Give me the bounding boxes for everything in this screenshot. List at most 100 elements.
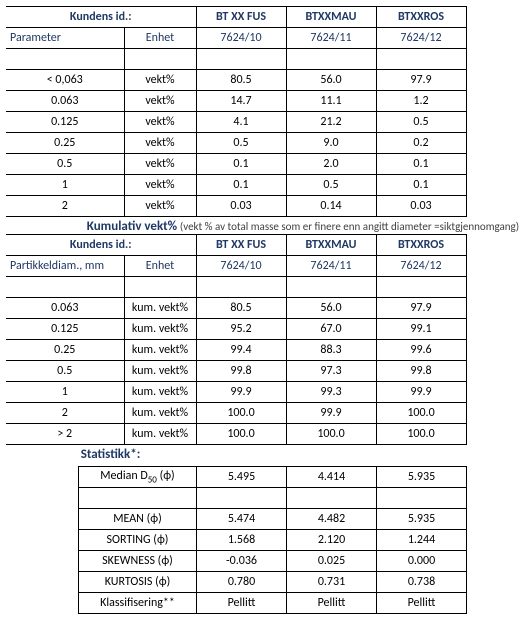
row-label: < 0,063 — [6, 70, 124, 91]
sample2-3: 7624/12 — [376, 256, 466, 277]
row-unit: kum. vekt% — [124, 319, 196, 340]
table-row: Median D50 (ϕ)5.4954.4145.935 — [79, 467, 467, 488]
row-unit: kum. vekt% — [124, 361, 196, 382]
row-label: 0.063 — [6, 91, 124, 112]
row-unit: vekt% — [124, 91, 196, 112]
row-val: 100.0 — [376, 424, 466, 445]
stat-val: 0.780 — [197, 572, 287, 593]
row-val: 1.2 — [376, 91, 466, 112]
enhet-label: Enhet — [124, 28, 196, 49]
row-val: 11.1 — [286, 91, 376, 112]
row-val: 99.3 — [286, 382, 376, 403]
table-row: 1vekt%0.10.50.1 — [6, 175, 466, 196]
table-3: Median D50 (ϕ)5.4954.4145.935 MEAN (ϕ)5.4… — [78, 466, 467, 614]
row-label: 0.125 — [6, 112, 124, 133]
stat-label: SKEWNESS (ϕ) — [79, 551, 197, 572]
col-btxxmau: BTXXMAU — [286, 7, 376, 28]
table-row: SORTING (ϕ)1.5682.1201.244 — [79, 530, 467, 551]
sample2-1: 7624/10 — [196, 256, 286, 277]
table-row: < 0,063vekt%80.556.097.9 — [6, 70, 466, 91]
row-unit: vekt% — [124, 175, 196, 196]
row-label: 0.125 — [6, 319, 124, 340]
row-val: 2.0 — [286, 154, 376, 175]
row-val: 88.3 — [286, 340, 376, 361]
stat-val: -0.036 — [197, 551, 287, 572]
table-row: 1kum. vekt%99.999.399.9 — [6, 382, 466, 403]
stat-label: MEAN (ϕ) — [79, 509, 197, 530]
row-val: 0.5 — [286, 175, 376, 196]
stat-val: 0.025 — [287, 551, 377, 572]
row-val: 97.9 — [376, 298, 466, 319]
table-row: 0.5vekt%0.12.00.1 — [6, 154, 466, 175]
row-val: 9.0 — [286, 133, 376, 154]
col2-btxxros: BTXXROS — [376, 235, 466, 256]
table-row: 0.063kum. vekt%80.556.097.9 — [6, 298, 466, 319]
row-unit: kum. vekt% — [124, 424, 196, 445]
row-unit: vekt% — [124, 112, 196, 133]
row-val: 0.1 — [196, 175, 286, 196]
row-val: 100.0 — [376, 403, 466, 424]
col-btxxfus: BT XX FUS — [196, 7, 286, 28]
row-label: > 2 — [6, 424, 124, 445]
row-val: 0.5 — [196, 133, 286, 154]
table-row: 0.25kum. vekt%99.488.399.6 — [6, 340, 466, 361]
sample-3: 7624/12 — [376, 28, 466, 49]
col-btxxros: BTXXROS — [376, 7, 466, 28]
row-val: 0.03 — [196, 196, 286, 217]
sample-1: 7624/10 — [196, 28, 286, 49]
stat-val: 5.474 — [197, 509, 287, 530]
row-val: 99.9 — [286, 403, 376, 424]
row-val: 100.0 — [286, 424, 376, 445]
spacer-row — [79, 488, 467, 509]
stat-val: 1.244 — [377, 530, 467, 551]
row-val: 97.3 — [286, 361, 376, 382]
row-val: 14.7 — [196, 91, 286, 112]
stat-label: Klassifisering** — [79, 593, 197, 614]
row-label: 2 — [6, 403, 124, 424]
stat-val: 0.000 — [377, 551, 467, 572]
row-val: 56.0 — [286, 70, 376, 91]
kundens-id-label: Kundens id.: — [6, 7, 196, 28]
table-row: SKEWNESS (ϕ)-0.0360.0250.000 — [79, 551, 467, 572]
row-val: 99.9 — [196, 382, 286, 403]
kumulativ-note: (vekt % av total masse som er finere enn… — [180, 220, 519, 233]
enhet-label-2: Enhet — [124, 256, 196, 277]
partikkel-label: Partikkeldiam., mm — [6, 256, 124, 277]
table-row: KURTOSIS (ϕ)0.7800.7310.738 — [79, 572, 467, 593]
row-label: 1 — [6, 382, 124, 403]
row-val: 95.2 — [196, 319, 286, 340]
statistikk-title: Statistikk*: — [81, 447, 141, 462]
row-val: 97.9 — [376, 70, 466, 91]
stat-val: 2.120 — [287, 530, 377, 551]
stat-val: Pellitt — [287, 593, 377, 614]
row-val: 0.5 — [376, 112, 466, 133]
stat-val: 4.482 — [287, 509, 377, 530]
stat-val: 5.935 — [377, 509, 467, 530]
table-row: MEAN (ϕ)5.4744.4825.935 — [79, 509, 467, 530]
col2-btxxmau: BTXXMAU — [286, 235, 376, 256]
row-val: 99.8 — [376, 361, 466, 382]
table-row: 0.125kum. vekt%95.267.099.1 — [6, 319, 466, 340]
row-val: 80.5 — [196, 298, 286, 319]
table-row: Klassifisering**PellittPellittPellitt — [79, 593, 467, 614]
row-val: 100.0 — [196, 424, 286, 445]
kundens-id-label-2: Kundens id.: — [6, 235, 196, 256]
table-row: 0.125vekt%4.121.20.5 — [6, 112, 466, 133]
stat-val: 0.738 — [377, 572, 467, 593]
table-2: Kundens id.: BT XX FUS BTXXMAU BTXXROS P… — [6, 234, 467, 445]
row-val: 0.1 — [376, 154, 466, 175]
table-row: > 2kum. vekt%100.0100.0100.0 — [6, 424, 466, 445]
row-unit: vekt% — [124, 154, 196, 175]
row-val: 0.1 — [196, 154, 286, 175]
table-row: 0.5kum. vekt%99.897.399.8 — [6, 361, 466, 382]
row-label: 0.063 — [6, 298, 124, 319]
row-label: 0.25 — [6, 340, 124, 361]
row-val: 0.03 — [376, 196, 466, 217]
row-val: 56.0 — [286, 298, 376, 319]
stat-label: SORTING (ϕ) — [79, 530, 197, 551]
stat-val: 4.414 — [287, 467, 377, 488]
row-unit: kum. vekt% — [124, 298, 196, 319]
row-label: 2 — [6, 196, 124, 217]
row-unit: vekt% — [124, 70, 196, 91]
stat-val: Pellitt — [197, 593, 287, 614]
